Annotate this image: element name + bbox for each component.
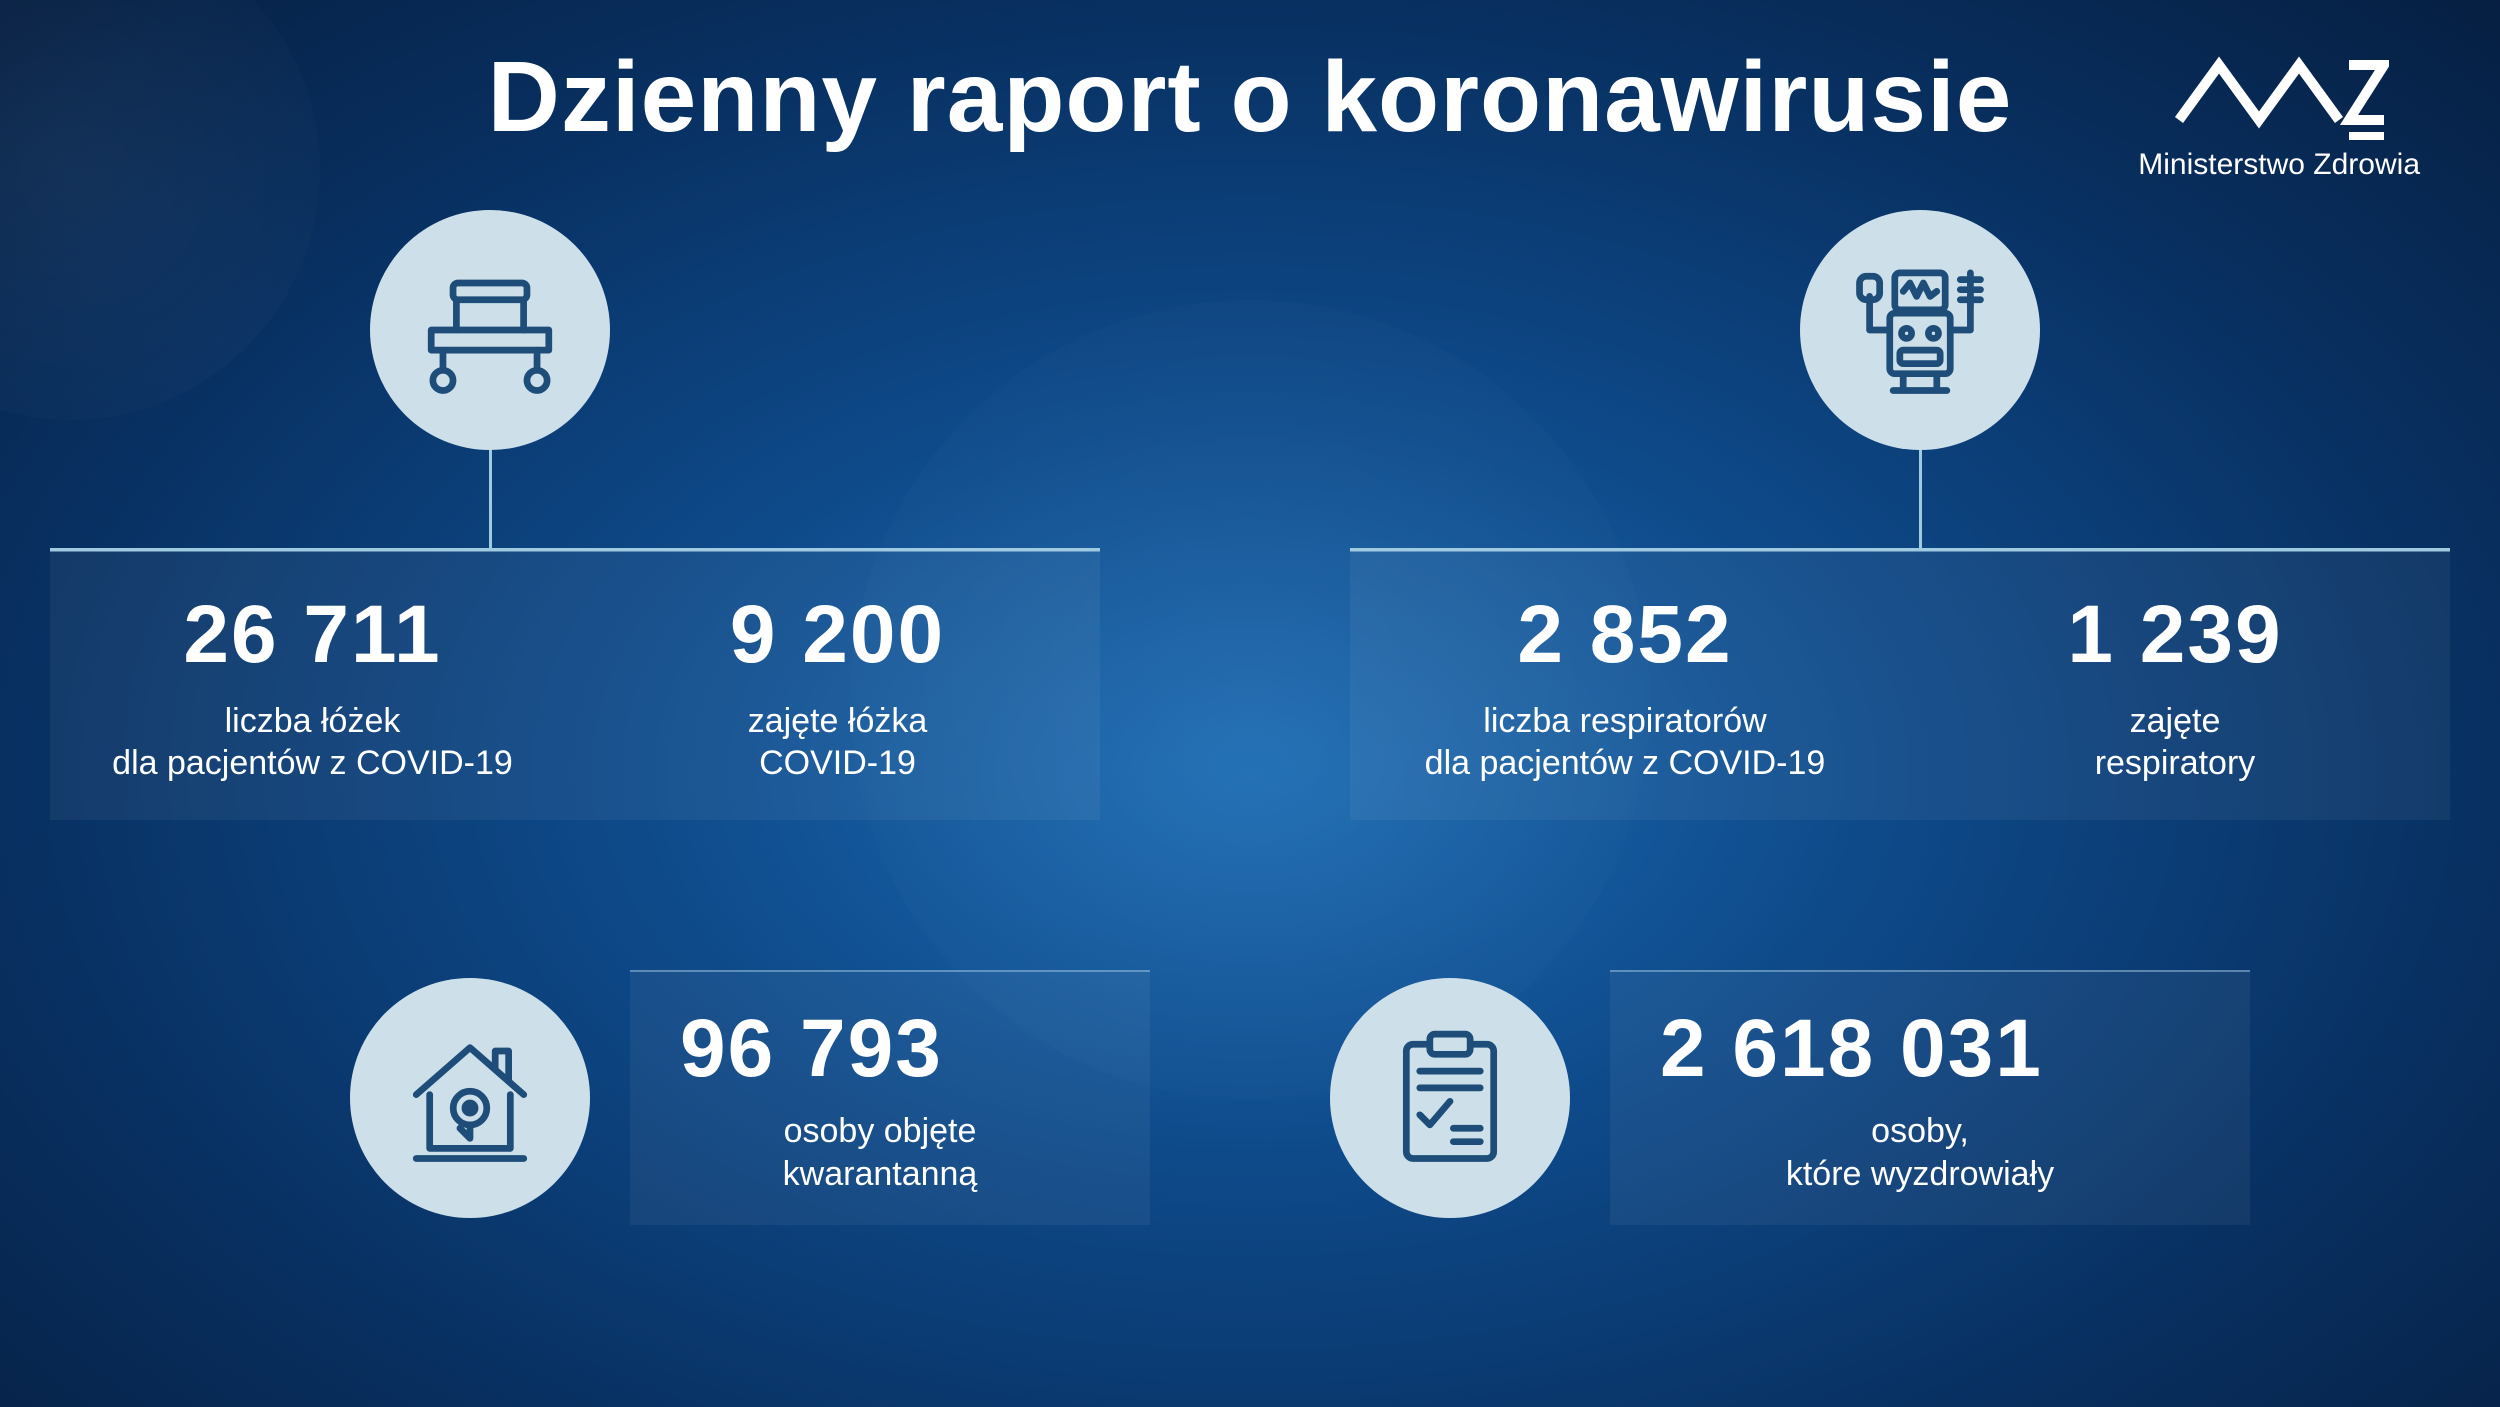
stat-value: 9 200: [595, 588, 1080, 682]
header: Dzienny raport o koronawirusie: [0, 40, 2500, 155]
ventilators-total: 2 852 liczba respiratorówdla pacjentów z…: [1350, 588, 1900, 785]
beds-stat-bar: 26 711 liczba łóżekdla pacjentów z COVID…: [50, 550, 1100, 820]
ventilator-icon: [1800, 210, 2040, 450]
page-title: Dzienny raport o koronawirusie: [0, 40, 2500, 155]
recovered-stat: 2 618 031 osoby,które wyzdrowiały: [1330, 970, 2250, 1225]
clipboard-check-icon: [1330, 978, 1570, 1218]
stat-label: liczba respiratorówdla pacjentów z COVID…: [1370, 700, 1880, 785]
connector: [1919, 450, 1922, 550]
beds-occupied: 9 200 zajęte łóżkaCOVID-19: [575, 588, 1100, 785]
recovered-bar: 2 618 031 osoby,które wyzdrowiały: [1610, 970, 2250, 1225]
stat-value: 2 618 031: [1660, 1002, 2180, 1096]
mz-logo-icon: [2169, 50, 2389, 140]
quarantine-stat: 96 793 osoby objętekwarantanną: [350, 970, 1150, 1225]
stat-label: zajęterespiratory: [1920, 700, 2430, 785]
quarantine-bar: 96 793 osoby objętekwarantanną: [630, 970, 1150, 1225]
stat-label: osoby,które wyzdrowiały: [1660, 1110, 2180, 1195]
stat-value: 96 793: [680, 1002, 1080, 1096]
stat-value: 26 711: [70, 588, 555, 682]
connector: [489, 450, 492, 550]
brand-name: Ministerstwo Zdrowia: [2138, 148, 2420, 182]
stat-label: osoby objętekwarantanną: [680, 1110, 1080, 1195]
stat-value: 2 852: [1370, 588, 1880, 682]
brand-logo: Ministerstwo Zdrowia: [2138, 50, 2420, 182]
stat-label: liczba łóżekdla pacjentów z COVID-19: [70, 700, 555, 785]
stat-value: 1 239: [1920, 588, 2430, 682]
ventilators-occupied: 1 239 zajęterespiratory: [1900, 588, 2450, 785]
hospital-bed-icon: [370, 210, 610, 450]
stat-label: zajęte łóżkaCOVID-19: [595, 700, 1080, 785]
home-quarantine-icon: [350, 978, 590, 1218]
beds-total: 26 711 liczba łóżekdla pacjentów z COVID…: [50, 588, 575, 785]
ventilators-stat-bar: 2 852 liczba respiratorówdla pacjentów z…: [1350, 550, 2450, 820]
